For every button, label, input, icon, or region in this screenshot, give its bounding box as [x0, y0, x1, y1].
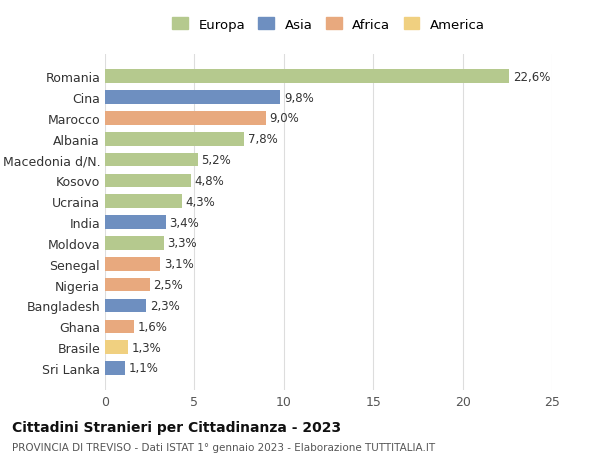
Bar [105, 320, 134, 333]
Text: 2,3%: 2,3% [150, 299, 179, 312]
Bar [105, 237, 164, 250]
Text: 2,5%: 2,5% [153, 279, 183, 291]
Bar [105, 278, 150, 292]
Bar [105, 70, 509, 84]
Text: 5,2%: 5,2% [202, 154, 232, 167]
Text: 22,6%: 22,6% [512, 71, 550, 84]
Bar [105, 361, 125, 375]
Text: 3,4%: 3,4% [169, 216, 199, 229]
Bar [105, 299, 146, 313]
Text: 1,1%: 1,1% [128, 362, 158, 375]
Bar [105, 216, 166, 230]
Text: 9,8%: 9,8% [284, 91, 314, 104]
Text: 3,1%: 3,1% [164, 257, 194, 271]
Text: 3,3%: 3,3% [167, 237, 197, 250]
Text: 7,8%: 7,8% [248, 133, 278, 146]
Bar [105, 195, 182, 208]
Text: Cittadini Stranieri per Cittadinanza - 2023: Cittadini Stranieri per Cittadinanza - 2… [12, 420, 341, 435]
Text: 4,3%: 4,3% [185, 196, 215, 208]
Bar [105, 257, 160, 271]
Bar [105, 133, 244, 146]
Text: 4,8%: 4,8% [194, 174, 224, 188]
Text: PROVINCIA DI TREVISO - Dati ISTAT 1° gennaio 2023 - Elaborazione TUTTITALIA.IT: PROVINCIA DI TREVISO - Dati ISTAT 1° gen… [12, 442, 435, 452]
Bar [105, 341, 128, 354]
Bar [105, 153, 198, 167]
Text: 9,0%: 9,0% [269, 112, 299, 125]
Text: 1,6%: 1,6% [137, 320, 167, 333]
Bar [105, 174, 191, 188]
Bar [105, 112, 266, 125]
Bar [105, 91, 280, 105]
Legend: Europa, Asia, Africa, America: Europa, Asia, Africa, America [172, 18, 485, 32]
Text: 1,3%: 1,3% [132, 341, 161, 354]
